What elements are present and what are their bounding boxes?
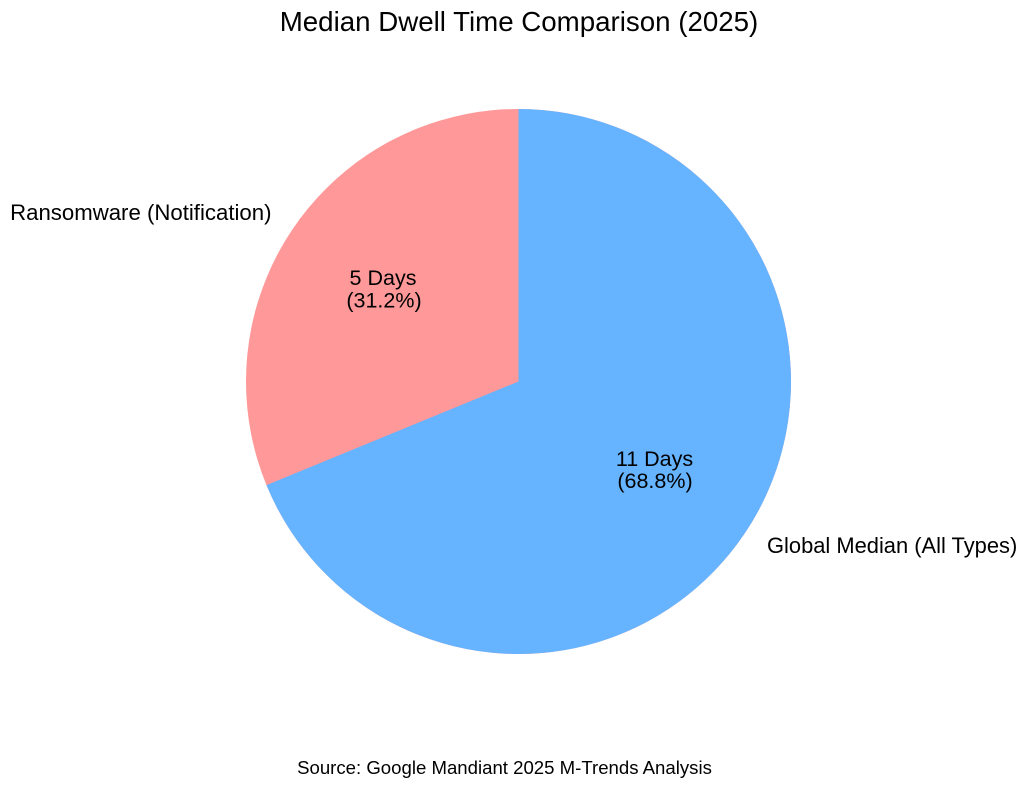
- svg-text:Median Dwell Time Comparison (: Median Dwell Time Comparison (2025): [280, 6, 759, 37]
- svg-text:11 Days: 11 Days: [616, 447, 693, 471]
- svg-text:5 Days: 5 Days: [350, 266, 417, 290]
- svg-text:Ransomware (Notification): Ransomware (Notification): [10, 200, 271, 225]
- svg-text:(68.8%): (68.8%): [617, 469, 692, 493]
- svg-text:Source: Google Mandiant 2025 M: Source: Google Mandiant 2025 M-Trends An…: [297, 757, 712, 778]
- svg-text:Global Median (All Types): Global Median (All Types): [767, 533, 1017, 558]
- svg-text:(31.2%): (31.2%): [346, 289, 421, 313]
